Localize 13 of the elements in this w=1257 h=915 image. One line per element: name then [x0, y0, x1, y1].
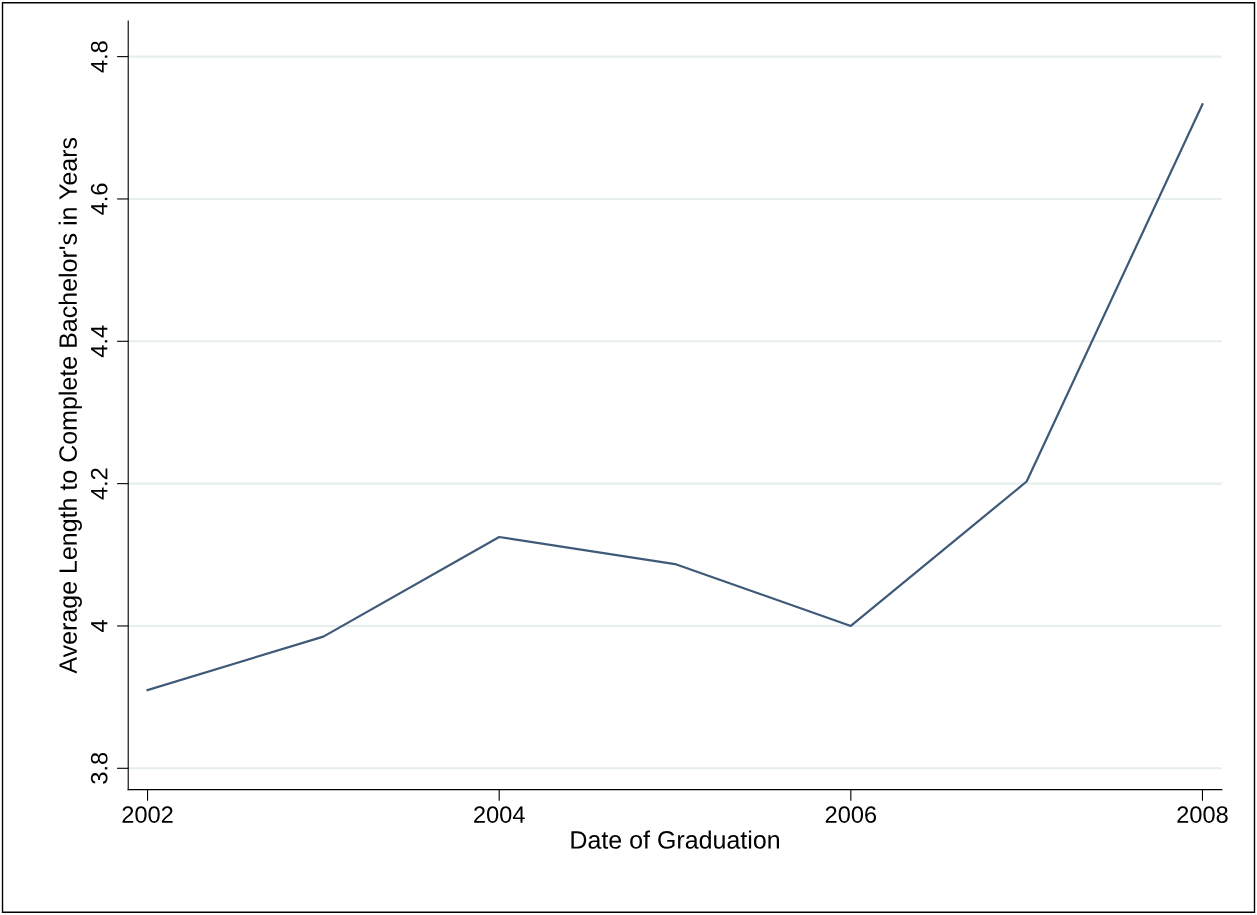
y-tick-label: 4: [91, 620, 108, 632]
y-axis-title: Average Length to Complete Bachelor's in Years: [58, 137, 82, 674]
x-tick-label: 2004: [474, 806, 525, 823]
x-axis-title: Date of Graduation: [571, 830, 780, 849]
y-tick-label: 3.8: [90, 752, 108, 784]
x-tick-label: 2008: [1177, 806, 1228, 823]
y-tick-label: 4.2: [90, 468, 108, 500]
x-tick-label: 2006: [825, 806, 877, 823]
y-tick-label: 4.4: [91, 325, 108, 358]
x-tick-label: 2002: [122, 806, 173, 823]
line-series: [146, 103, 1204, 692]
y-tick-label: 4.6: [90, 183, 108, 215]
y-tick-label: 4.8: [90, 41, 108, 73]
